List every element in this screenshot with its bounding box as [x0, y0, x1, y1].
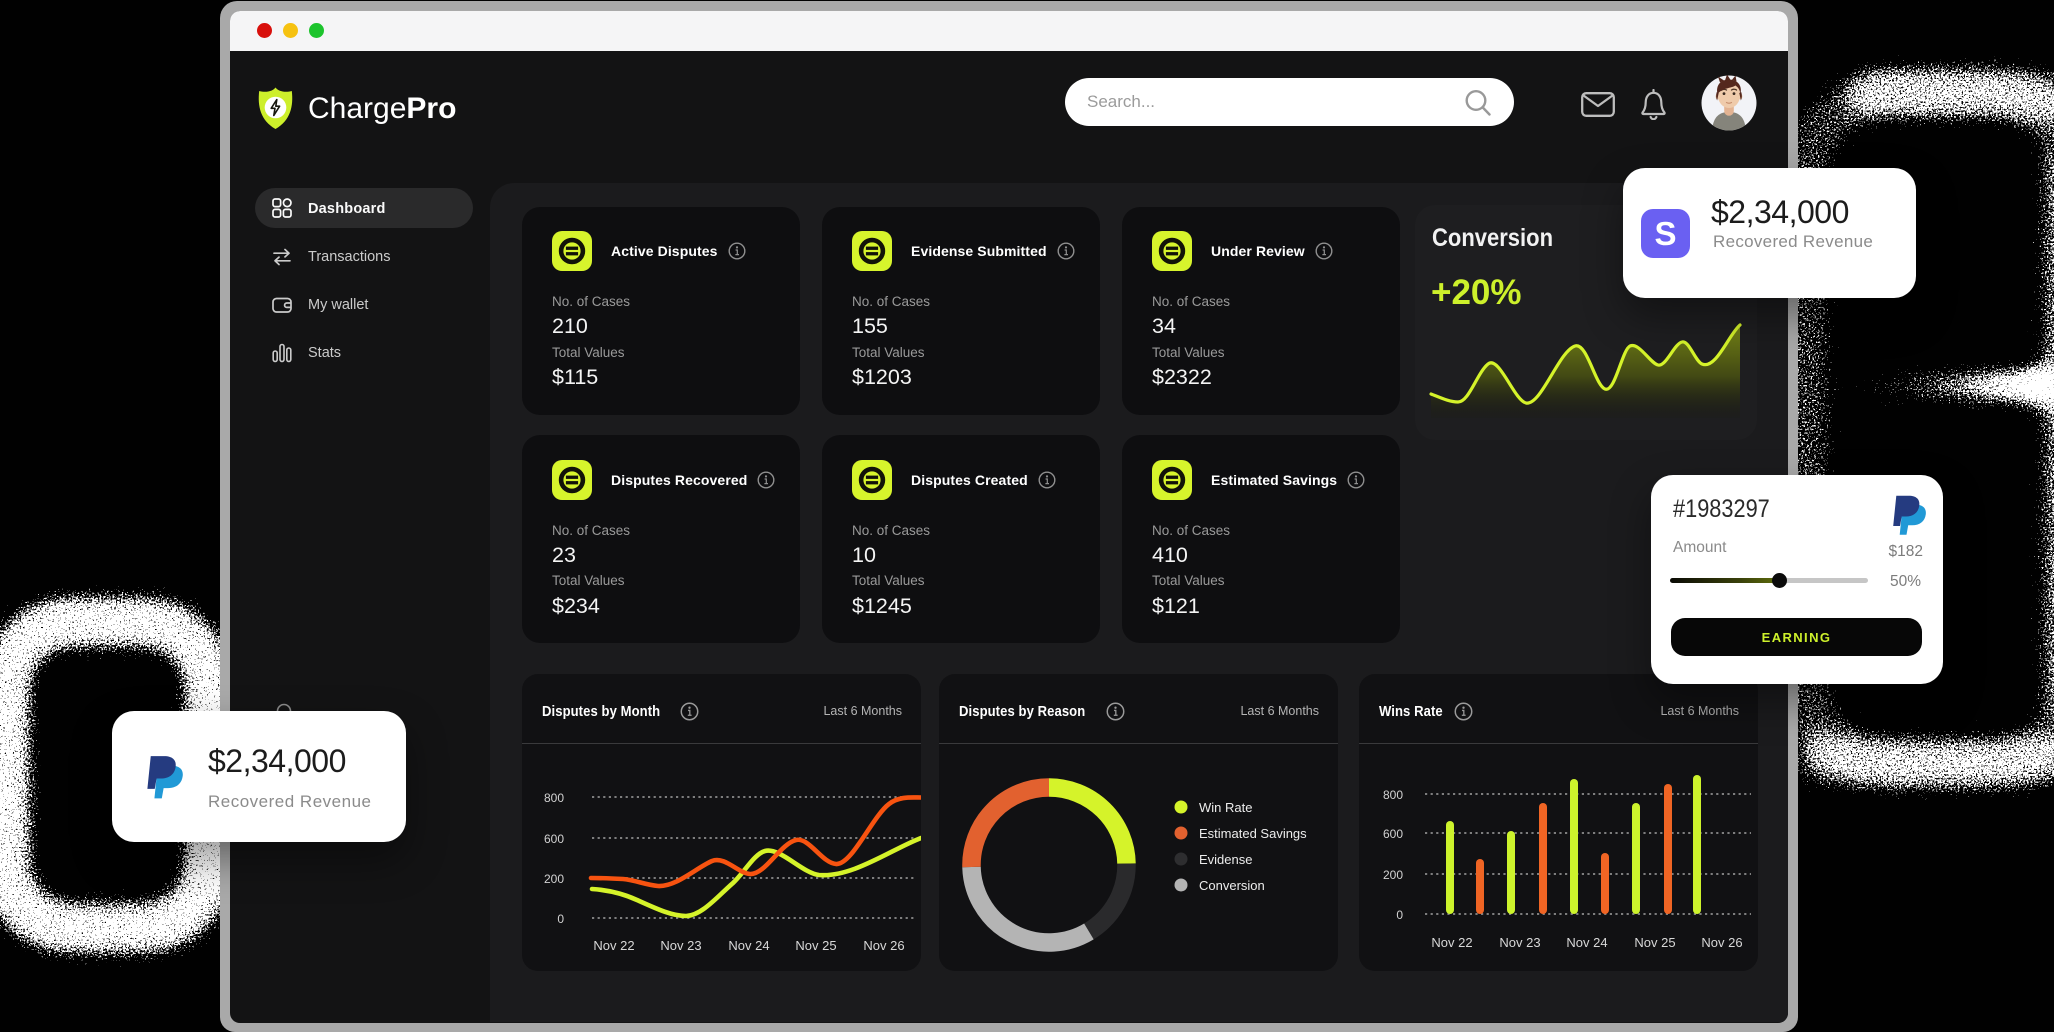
svg-text:Estimated Savings: Estimated Savings: [1199, 826, 1307, 841]
svg-text:600: 600: [544, 832, 564, 846]
svg-text:0: 0: [1396, 908, 1403, 922]
svg-text:Nov 24: Nov 24: [728, 938, 769, 953]
svg-text:800: 800: [544, 791, 564, 805]
svg-text:800: 800: [1383, 788, 1403, 802]
svg-text:Nov 25: Nov 25: [795, 938, 836, 953]
svg-text:Nov 26: Nov 26: [1701, 935, 1742, 950]
svg-text:Conversion: Conversion: [1199, 878, 1265, 893]
svg-text:200: 200: [544, 872, 564, 886]
svg-text:200: 200: [1383, 868, 1403, 882]
svg-text:Nov 23: Nov 23: [1499, 935, 1540, 950]
svg-text:600: 600: [1383, 827, 1403, 841]
svg-text:Nov 26: Nov 26: [863, 938, 904, 953]
svg-text:Nov 24: Nov 24: [1566, 935, 1607, 950]
svg-text:Nov 25: Nov 25: [1634, 935, 1675, 950]
svg-text:Nov 22: Nov 22: [593, 938, 634, 953]
svg-text:Nov 23: Nov 23: [660, 938, 701, 953]
svg-text:Nov 22: Nov 22: [1431, 935, 1472, 950]
svg-text:0: 0: [557, 912, 564, 926]
svg-text:Evidense: Evidense: [1199, 852, 1252, 867]
svg-text:Win Rate: Win Rate: [1199, 800, 1252, 815]
